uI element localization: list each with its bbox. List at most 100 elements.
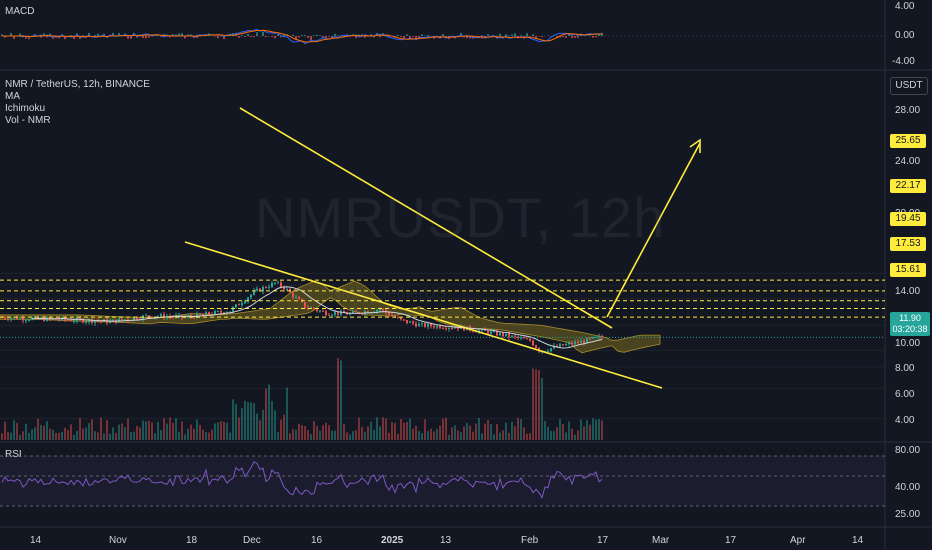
countdown-value: 03:20:38: [892, 324, 928, 334]
candle-body: [127, 319, 129, 321]
arrow-head: [689, 138, 701, 153]
candle-body: [199, 313, 201, 315]
macd-histogram-bar: [499, 33, 501, 36]
macd-histogram-bar: [265, 36, 267, 38]
volume-bar: [22, 431, 24, 440]
time-tick: 17: [597, 535, 609, 546]
macd-histogram-bar: [70, 35, 72, 36]
candle-body: [331, 314, 333, 316]
macd-histogram-bar: [370, 34, 372, 36]
volume-bar: [334, 430, 336, 440]
volume-bar: [268, 384, 270, 440]
macd-histogram-bar: [52, 36, 54, 39]
candle-body: [250, 294, 252, 298]
macd-histogram-bar: [406, 34, 408, 36]
macd-histogram-bar: [514, 33, 516, 36]
macd-histogram-bar: [145, 36, 147, 39]
volume-bar: [478, 418, 480, 440]
volume-bar: [19, 434, 21, 440]
volume-bar: [58, 432, 60, 440]
volume-bar: [514, 426, 516, 440]
candle-body: [241, 303, 243, 306]
volume-bar: [577, 430, 579, 440]
level-badge: 19.45: [890, 212, 926, 226]
candle-body: [145, 315, 147, 317]
volume-bar: [91, 419, 93, 440]
volume-bar: [520, 419, 522, 440]
indicator-ma[interactable]: MA: [5, 91, 20, 102]
volume-bar: [586, 420, 588, 440]
volume-bar: [166, 423, 168, 440]
indicator-ichimoku[interactable]: Ichimoku: [5, 103, 46, 114]
candle-body: [244, 301, 246, 304]
falling-wedge-lines: [184, 107, 663, 389]
macd-histogram-bar: [28, 36, 30, 40]
volume-bar: [115, 432, 117, 440]
macd-histogram-bar: [196, 36, 198, 38]
candle-body: [19, 317, 21, 320]
macd-histogram-bar: [337, 35, 339, 36]
candle-body: [148, 315, 150, 317]
currency-button[interactable]: USDT: [890, 77, 928, 95]
volume-bar: [295, 429, 297, 440]
candle-body: [406, 319, 408, 323]
indicator-volume[interactable]: Vol - NMR: [5, 115, 51, 126]
candle-body: [571, 342, 573, 345]
macd-histogram-bar: [271, 36, 273, 37]
volume-bar: [223, 421, 225, 440]
macd-histogram-bar: [595, 36, 597, 38]
macd-histogram-bar: [562, 36, 564, 38]
candle-body: [487, 330, 489, 334]
volume-bar: [133, 431, 135, 440]
macd-histogram-bar: [190, 34, 192, 36]
volume-bar: [46, 421, 48, 440]
volume-bar: [4, 421, 6, 440]
candle-body: [79, 317, 81, 319]
candle-body: [427, 323, 429, 327]
macd-histogram-bar: [310, 36, 312, 41]
macd-histogram-bar: [400, 36, 402, 38]
volume-bar: [568, 421, 570, 440]
volume-bar: [280, 419, 282, 440]
macd-histogram-bar: [292, 34, 294, 36]
macd-histogram-bar: [319, 35, 321, 36]
volume-bar: [124, 427, 126, 440]
macd-histogram-bar: [127, 36, 129, 39]
volume-bar: [454, 425, 456, 440]
candle-body: [277, 282, 279, 284]
volume-bar: [337, 358, 339, 440]
candle-body: [214, 311, 216, 315]
candle-body: [409, 321, 411, 323]
volume-bar: [31, 429, 33, 440]
price-tick: 24.00: [895, 156, 921, 167]
candle-body: [268, 287, 270, 289]
volume-bar: [433, 431, 435, 440]
candle-body: [367, 311, 369, 313]
volume-bar: [211, 429, 213, 440]
macd-histogram-bar: [304, 35, 306, 36]
volume-bar: [97, 432, 99, 440]
macd-histogram-bar: [94, 35, 96, 36]
candle-body: [25, 320, 27, 322]
level-badge: 22.17: [890, 179, 926, 193]
volume-bar: [64, 427, 66, 440]
volume-bar: [412, 428, 414, 440]
volume-bar: [61, 431, 63, 440]
macd-histogram-bar: [460, 32, 462, 36]
macd-histogram-bar: [559, 36, 561, 38]
volume-bar: [130, 431, 132, 440]
macd-histogram-bar: [169, 36, 171, 38]
time-tick: Dec: [243, 535, 261, 546]
rsi-indicator: [0, 455, 885, 507]
candle-body: [508, 333, 510, 337]
symbol-title[interactable]: NMR / TetherUS, 12h, BINANCE: [5, 79, 150, 90]
candle-body: [43, 317, 45, 321]
macd-histogram-bar: [574, 36, 576, 38]
volume-bar: [421, 433, 423, 440]
volume-bar: [112, 427, 114, 440]
candle-body: [1, 317, 3, 319]
time-tick: Feb: [521, 535, 539, 546]
macd-histogram-bar: [73, 36, 75, 40]
macd-histogram-bar: [19, 33, 21, 36]
